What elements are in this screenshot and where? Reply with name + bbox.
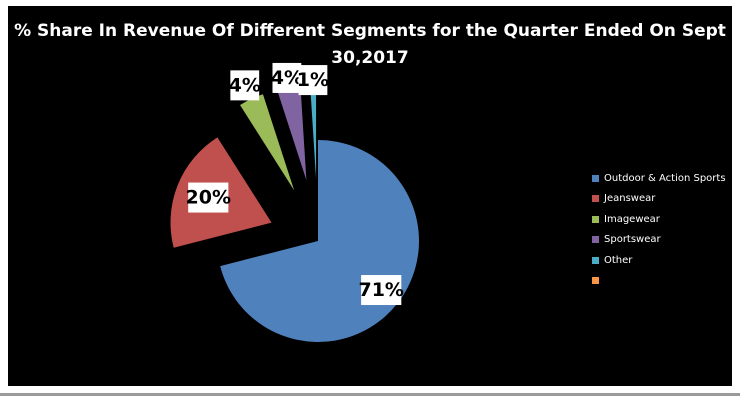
pie-slice-imagewear (240, 94, 295, 191)
legend-label: Other (604, 254, 633, 266)
legend-label: Imagewear (604, 213, 660, 225)
data-label: 1% (297, 65, 329, 96)
data-label-box (272, 62, 302, 93)
data-label: 4% (229, 70, 261, 101)
chart-title-line-2: 30,2017 (331, 48, 409, 68)
pie-slice-sportswear (275, 79, 307, 181)
chart-title: % Share In Revenue Of Different Segments… (8, 18, 732, 72)
legend-item: Sportswear (592, 230, 726, 251)
legend-swatch (592, 215, 599, 223)
legend-swatch (592, 195, 599, 203)
legend-swatch (592, 277, 599, 285)
legend-swatch (592, 256, 599, 264)
pie-slice-outdoor-action-sports (220, 140, 419, 342)
legend-label: Outdoor & Action Sports (604, 172, 726, 184)
legend-label: Jeanswear (604, 193, 656, 205)
legend-item: Outdoor & Action Sports (592, 168, 726, 189)
legend-swatch (592, 174, 599, 182)
data-label-text: 1% (297, 69, 329, 91)
data-label-text: 4% (229, 74, 261, 96)
legend-item: Jeanswear (592, 189, 726, 210)
data-label: 71% (358, 275, 404, 306)
data-label-box (230, 70, 260, 101)
legend-swatch (592, 236, 599, 244)
data-label: 4% (271, 62, 303, 93)
data-label-text: 20% (186, 187, 231, 209)
data-label-text: 4% (271, 67, 303, 89)
data-label-text: 71% (358, 279, 403, 301)
bottom-divider (0, 393, 740, 396)
legend-item (592, 271, 726, 292)
legend-item: Imagewear (592, 209, 726, 230)
legend-item: Other (592, 250, 726, 271)
chart-legend: Outdoor & Action Sports Jeanswear Imagewea… (592, 168, 726, 291)
pie-slice-other (309, 78, 317, 180)
data-label-box (361, 275, 402, 306)
frame-top (0, 0, 740, 6)
chart-title-line-1: % Share In Revenue Of Different Segments… (14, 21, 726, 41)
data-label: 20% (186, 182, 231, 213)
data-label-box (188, 182, 229, 213)
legend-label: Sportswear (604, 234, 661, 246)
data-label-box (298, 65, 328, 96)
